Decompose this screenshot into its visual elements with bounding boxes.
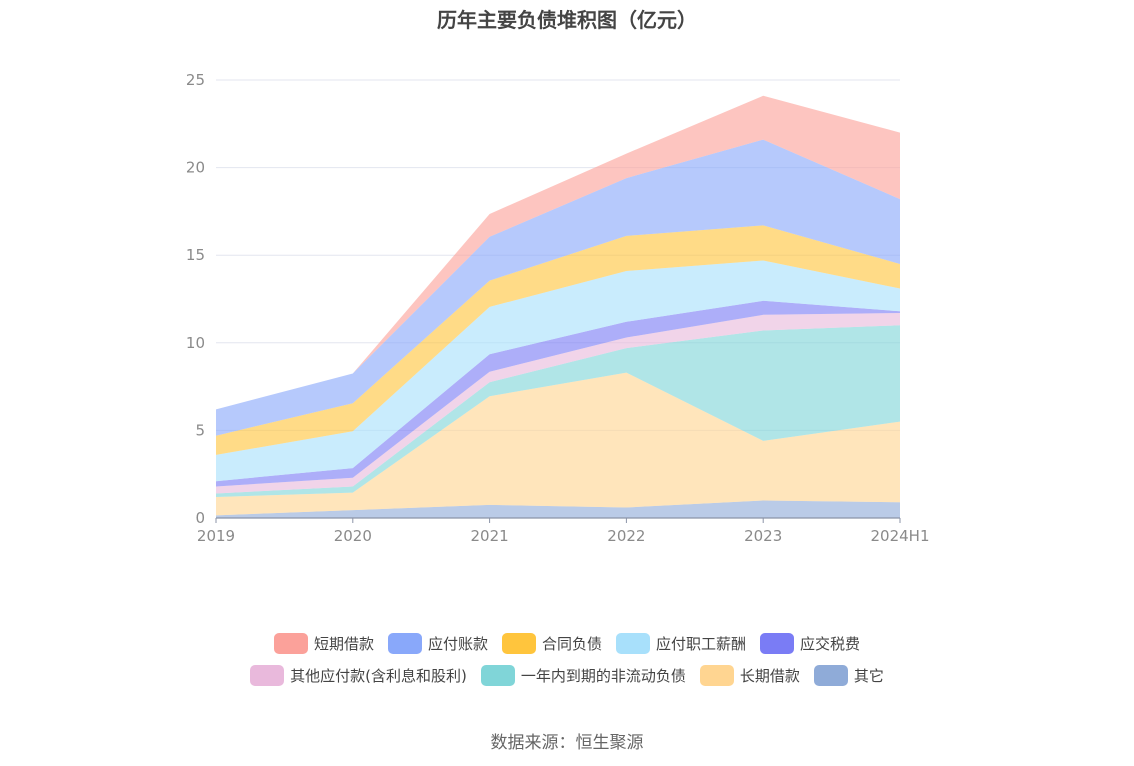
legend-row-1: 短期借款 应付账款 合同负债 应付职工薪酬 应交税费 [0, 633, 1134, 654]
y-tick-label: 0 [195, 509, 205, 527]
legend-swatch [760, 633, 795, 654]
legend-item[interactable]: 其他应付款(含利息和股利) [250, 665, 467, 686]
legend-item[interactable]: 合同负债 [501, 633, 602, 654]
x-tick-label: 2024H1 [871, 527, 930, 545]
legend-item[interactable]: 应付账款 [387, 633, 488, 654]
x-tick-label: 2022 [607, 527, 645, 545]
y-tick-label: 20 [186, 159, 205, 177]
area-series-1 [216, 372, 900, 516]
area-series-7 [216, 139, 900, 436]
legend-label: 应付账款 [427, 635, 488, 653]
legend-label: 其它 [853, 667, 884, 685]
legend-swatch [813, 665, 848, 686]
legend-item[interactable]: 应付职工薪酬 [616, 633, 746, 654]
x-tick-label: 2023 [744, 527, 782, 545]
y-tick-label: 15 [186, 246, 205, 264]
x-tick-label: 2019 [197, 527, 235, 545]
legend-label: 合同负债 [541, 635, 602, 653]
stacked-area-chart: 0 5 10 15 20 25 2019 2020 2021 2022 2023 2024H1 [186, 71, 930, 545]
legend-swatch [387, 633, 422, 654]
legend-item[interactable]: 长期借款 [699, 665, 800, 686]
legend-label: 长期借款 [739, 667, 800, 685]
x-tick-label: 2020 [334, 527, 372, 545]
legend-swatch [616, 633, 650, 654]
legend-label: 其他应付款(含利息和股利) [290, 667, 467, 685]
chart-title: 历年主要负债堆积图（亿元） [437, 8, 697, 32]
legend-swatch [273, 633, 308, 654]
legend-item[interactable]: 短期借款 [273, 633, 374, 654]
legend-label: 应付职工薪酬 [656, 635, 747, 653]
area-series-4 [216, 300, 900, 487]
legend-label: 短期借款 [313, 635, 374, 653]
legend-item[interactable]: 应交税费 [760, 633, 860, 654]
legend-swatch [480, 665, 515, 686]
area-series-0 [216, 500, 900, 518]
y-tick-label: 25 [186, 71, 205, 89]
area-series-5 [216, 260, 900, 482]
y-tick-label: 10 [186, 334, 205, 352]
data-source: 数据来源：恒生聚源 [490, 733, 644, 753]
legend-label: 应交税费 [800, 635, 861, 653]
legend-swatch [699, 665, 734, 686]
y-tick-label: 5 [195, 421, 205, 439]
legend-swatch [250, 665, 285, 686]
legend-swatch [501, 633, 536, 654]
area-series-6 [216, 225, 900, 455]
legend-label: 一年内到期的非流动负债 [520, 667, 686, 685]
area-series-8 [216, 95, 900, 410]
legend-item[interactable]: 其它 [813, 665, 884, 686]
legend-item[interactable]: 一年内到期的非流动负债 [480, 665, 686, 686]
x-tick-label: 2021 [471, 527, 509, 545]
legend-row-2: 其他应付款(含利息和股利) 一年内到期的非流动负债 长期借款 其它 [0, 665, 1134, 686]
area-series-2 [216, 325, 900, 497]
